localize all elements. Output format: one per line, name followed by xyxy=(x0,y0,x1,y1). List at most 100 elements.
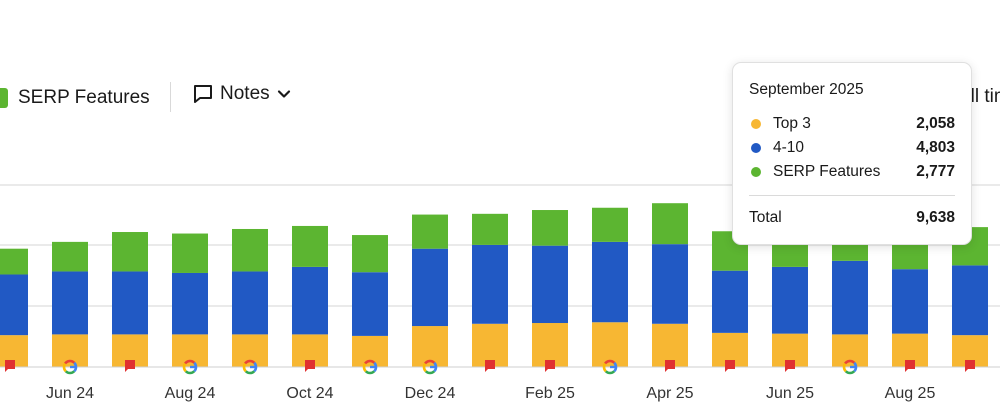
tooltip-value: 4,803 xyxy=(916,139,955,156)
g-arc xyxy=(844,359,856,365)
tooltip-label: SERP Features xyxy=(773,163,881,180)
bar-serp-features xyxy=(652,203,688,245)
g-arc xyxy=(604,370,616,375)
g-arc xyxy=(364,370,376,375)
bar-top-3 xyxy=(532,323,568,367)
g-arc xyxy=(362,362,367,373)
google-update-icon xyxy=(362,359,378,375)
tooltip-total-value: 9,638 xyxy=(916,209,955,226)
note-flag-icon xyxy=(125,360,135,372)
tooltip-value: 2,777 xyxy=(916,163,955,180)
google-update-icon xyxy=(422,359,438,375)
comment-icon xyxy=(194,85,212,103)
top3-dot xyxy=(751,119,761,129)
toolbar-divider xyxy=(170,82,171,112)
x-tick-label: Feb 25 xyxy=(525,385,575,402)
note-flag-icon xyxy=(665,360,675,372)
tooltip-label: 4-10 xyxy=(773,139,805,156)
bar-serp-features xyxy=(592,207,628,242)
bar-serp-features xyxy=(52,241,88,272)
g-arc xyxy=(602,362,607,373)
tooltip-row-serp: SERP Features 2,777 xyxy=(749,162,955,182)
g-arc xyxy=(424,370,436,375)
serp-dot xyxy=(751,167,761,177)
g-arc xyxy=(184,359,196,365)
google-update-icon xyxy=(242,359,258,375)
x-tick-label: Jun 24 xyxy=(46,385,94,402)
bar-serp-features xyxy=(172,233,208,273)
g-arc xyxy=(182,362,187,373)
flag-shape xyxy=(305,360,315,372)
note-flag-icon xyxy=(905,360,915,372)
x-tick-label: Dec 24 xyxy=(405,385,456,402)
flag-shape xyxy=(785,360,795,372)
note-flag-icon xyxy=(305,360,315,372)
bar-4-10 xyxy=(172,272,208,335)
bar-serp-features xyxy=(532,210,568,246)
flag-shape xyxy=(665,360,675,372)
x-tick-label: Apr 25 xyxy=(646,385,693,402)
checkbox-icon xyxy=(0,88,8,108)
bar-4-10 xyxy=(112,271,148,335)
x-tick-label: Oct 24 xyxy=(286,385,333,402)
bar-4-10 xyxy=(532,245,568,324)
bar-top-3 xyxy=(352,335,388,367)
note-flag-icon xyxy=(965,360,975,372)
g-arc xyxy=(244,370,256,375)
notes-label: Notes xyxy=(220,83,270,104)
tooltip-label: Top 3 xyxy=(773,115,811,132)
bar-4-10 xyxy=(472,244,508,324)
bar-top-3 xyxy=(592,322,628,367)
x-tick-label: Aug 25 xyxy=(885,385,936,402)
bar-serp-features xyxy=(112,232,148,272)
bar-4-10 xyxy=(412,248,448,327)
bar-serp-features xyxy=(472,213,508,245)
google-update-icon xyxy=(602,359,618,375)
google-update-icon xyxy=(842,359,858,375)
g-arc xyxy=(242,362,247,373)
bar-top-3 xyxy=(472,323,508,367)
bar-serp-features xyxy=(292,225,328,267)
bar-serp-features xyxy=(412,214,448,249)
g-arc xyxy=(64,359,76,365)
flag-shape xyxy=(725,360,735,372)
google-update-icon xyxy=(62,359,78,375)
flag-shape xyxy=(545,360,555,372)
notes-dropdown[interactable]: Notes xyxy=(192,83,292,105)
bar-4-10 xyxy=(232,271,268,335)
g-arc xyxy=(244,359,256,365)
g-arc xyxy=(64,370,76,375)
legend-serp-features[interactable]: SERP Features xyxy=(0,87,150,109)
bar-4-10 xyxy=(832,260,868,335)
flag-shape xyxy=(485,360,495,372)
bar-serp-features xyxy=(232,228,268,272)
google-update-icon xyxy=(182,359,198,375)
tooltip-total-row: Total 9,638 xyxy=(749,208,955,228)
note-flag-icon xyxy=(725,360,735,372)
note-flag-icon xyxy=(785,360,795,372)
g-arc xyxy=(844,370,856,375)
chevron-down-icon xyxy=(277,90,290,98)
flag-shape xyxy=(965,360,975,372)
g-arc xyxy=(62,362,67,373)
g-arc xyxy=(184,370,196,375)
g-arc xyxy=(604,359,616,365)
bar-4-10 xyxy=(772,266,808,334)
g-arc xyxy=(364,359,376,365)
x-tick-label: Jun 25 xyxy=(766,385,814,402)
bar-4-10 xyxy=(0,274,28,336)
flag-shape xyxy=(125,360,135,372)
pos4-10-dot xyxy=(751,143,761,153)
tooltip-total-label: Total xyxy=(749,209,782,226)
flag-shape xyxy=(905,360,915,372)
bar-4-10 xyxy=(652,244,688,324)
bar-4-10 xyxy=(712,270,748,333)
bar-4-10 xyxy=(952,265,988,336)
note-flag-icon xyxy=(5,360,15,372)
g-arc xyxy=(842,362,847,373)
tooltip-row-top3: Top 3 2,058 xyxy=(749,114,955,134)
tooltip-value: 2,058 xyxy=(916,115,955,132)
bar-4-10 xyxy=(352,272,388,336)
bar-serp-features xyxy=(352,235,388,273)
bar-4-10 xyxy=(52,271,88,335)
